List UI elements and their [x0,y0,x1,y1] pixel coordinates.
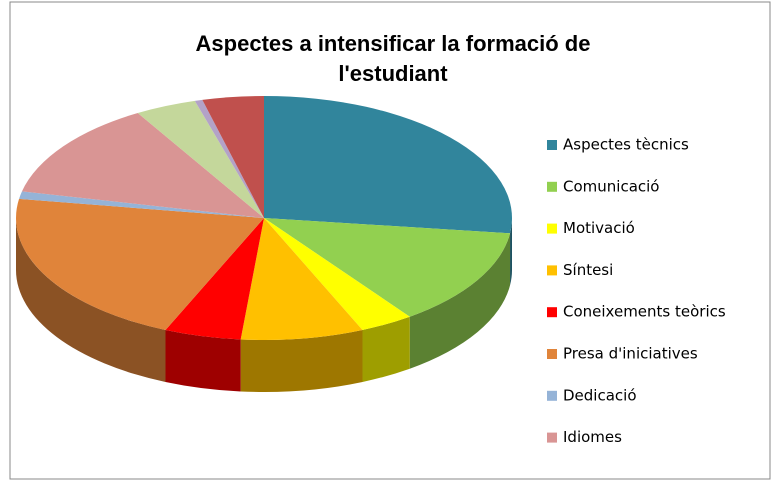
slice-side [240,329,363,392]
slice [137,100,264,218]
legend-label: Presa d'iniciatives [563,345,698,363]
legend-swatch [547,223,557,234]
slice [194,99,264,218]
legend-label: Aspectes tècnics [563,136,689,154]
slice [21,112,265,218]
slice-side [16,218,166,382]
slice [264,218,511,317]
slice-side [362,316,410,382]
legend-label: Dedicació [563,386,637,404]
slice-side [409,233,511,369]
legend-swatch [547,349,557,359]
legend-swatch [547,432,557,443]
legend-swatch [547,390,557,401]
slice [240,218,363,340]
slice [15,198,264,330]
slice [202,96,264,218]
slice-side [510,218,512,286]
legend-swatch [547,307,557,318]
slice [165,218,264,340]
legend-label: Comunicació [563,177,659,195]
legend-label: Idiomes [563,428,622,446]
legend-label: Síntesi [563,261,613,279]
legend-swatch [547,265,557,276]
legend-swatch [547,181,557,192]
legend-label: Coneixements teòrics [563,303,726,321]
chart-title: Aspectes a intensificar la formació de l'… [196,31,591,86]
slice [19,191,265,218]
slice-side [165,329,241,392]
legend-label: Motivació [563,219,635,237]
slice [264,218,410,330]
slice [264,96,512,234]
legend-swatch [547,140,557,150]
